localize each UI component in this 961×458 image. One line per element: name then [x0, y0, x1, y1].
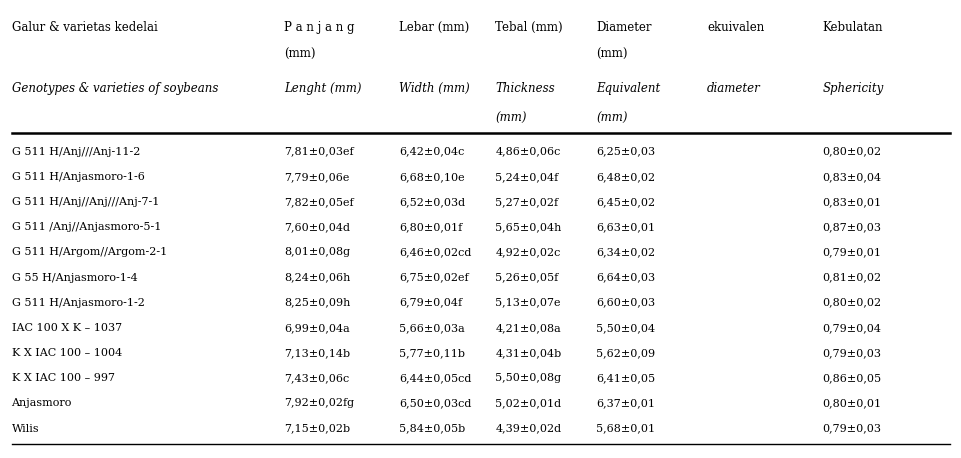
Text: G 511 H/Anj//Anj///Anj-7-1: G 511 H/Anj//Anj///Anj-7-1: [12, 197, 159, 207]
Text: 7,13±0,14b: 7,13±0,14b: [283, 348, 350, 358]
Text: 6,79±0,04f: 6,79±0,04f: [399, 298, 462, 308]
Text: 6,48±0,02: 6,48±0,02: [596, 172, 654, 182]
Text: Width (mm): Width (mm): [399, 82, 470, 95]
Text: Genotypes & varieties of soybeans: Genotypes & varieties of soybeans: [12, 82, 218, 95]
Text: P a n j a n g: P a n j a n g: [283, 21, 354, 33]
Text: Kebulatan: Kebulatan: [822, 21, 882, 33]
Text: 6,63±0,01: 6,63±0,01: [596, 222, 654, 232]
Text: 0,81±0,02: 0,81±0,02: [822, 273, 880, 283]
Text: 5,66±0,03a: 5,66±0,03a: [399, 323, 464, 333]
Text: 5,65±0,04h: 5,65±0,04h: [495, 222, 561, 232]
Text: 6,37±0,01: 6,37±0,01: [596, 398, 654, 409]
Text: (mm): (mm): [596, 48, 628, 61]
Text: 6,34±0,02: 6,34±0,02: [596, 247, 654, 257]
Text: 7,82±0,05ef: 7,82±0,05ef: [283, 197, 353, 207]
Text: 6,52±0,03d: 6,52±0,03d: [399, 197, 465, 207]
Text: 6,99±0,04a: 6,99±0,04a: [283, 323, 349, 333]
Text: 6,75±0,02ef: 6,75±0,02ef: [399, 273, 468, 283]
Text: 8,24±0,06h: 8,24±0,06h: [283, 273, 350, 283]
Text: 6,42±0,04c: 6,42±0,04c: [399, 147, 464, 157]
Text: G 511 H/Anjasmoro-1-2: G 511 H/Anjasmoro-1-2: [12, 298, 144, 308]
Text: K X IAC 100 – 1004: K X IAC 100 – 1004: [12, 348, 122, 358]
Text: Thickness: Thickness: [495, 82, 554, 95]
Text: Lebar (mm): Lebar (mm): [399, 21, 469, 33]
Text: 5,13±0,07e: 5,13±0,07e: [495, 298, 560, 308]
Text: 5,24±0,04f: 5,24±0,04f: [495, 172, 558, 182]
Text: ekuivalen: ekuivalen: [706, 21, 764, 33]
Text: 7,92±0,02fg: 7,92±0,02fg: [283, 398, 354, 409]
Text: K X IAC 100 – 997: K X IAC 100 – 997: [12, 373, 114, 383]
Text: 5,26±0,05f: 5,26±0,05f: [495, 273, 558, 283]
Text: diameter: diameter: [706, 82, 760, 95]
Text: 5,50±0,04: 5,50±0,04: [596, 323, 654, 333]
Text: 7,79±0,06e: 7,79±0,06e: [283, 172, 349, 182]
Text: 6,68±0,10e: 6,68±0,10e: [399, 172, 464, 182]
Text: 6,41±0,05: 6,41±0,05: [596, 373, 654, 383]
Text: 4,86±0,06c: 4,86±0,06c: [495, 147, 560, 157]
Text: 0,83±0,04: 0,83±0,04: [822, 172, 880, 182]
Text: 5,27±0,02f: 5,27±0,02f: [495, 197, 558, 207]
Text: Lenght (mm): Lenght (mm): [283, 82, 361, 95]
Text: 8,01±0,08g: 8,01±0,08g: [283, 247, 350, 257]
Text: G 511 H/Anj///Anj-11-2: G 511 H/Anj///Anj-11-2: [12, 147, 139, 157]
Text: (mm): (mm): [596, 112, 628, 125]
Text: 7,43±0,06c: 7,43±0,06c: [283, 373, 349, 383]
Text: G 511 H/Argom//Argom-2-1: G 511 H/Argom//Argom-2-1: [12, 247, 166, 257]
Text: 0,80±0,02: 0,80±0,02: [822, 298, 880, 308]
Text: G 511 H/Anjasmoro-1-6: G 511 H/Anjasmoro-1-6: [12, 172, 144, 182]
Text: 4,21±0,08a: 4,21±0,08a: [495, 323, 560, 333]
Text: 6,50±0,03cd: 6,50±0,03cd: [399, 398, 471, 409]
Text: Diameter: Diameter: [596, 21, 652, 33]
Text: G 511 /Anj//Anjasmoro-5-1: G 511 /Anj//Anjasmoro-5-1: [12, 222, 160, 232]
Text: 6,80±0,01f: 6,80±0,01f: [399, 222, 462, 232]
Text: 0,79±0,01: 0,79±0,01: [822, 247, 880, 257]
Text: 6,25±0,03: 6,25±0,03: [596, 147, 654, 157]
Text: 0,79±0,04: 0,79±0,04: [822, 323, 880, 333]
Text: 0,83±0,01: 0,83±0,01: [822, 197, 880, 207]
Text: G 55 H/Anjasmoro-1-4: G 55 H/Anjasmoro-1-4: [12, 273, 137, 283]
Text: 5,62±0,09: 5,62±0,09: [596, 348, 654, 358]
Text: 0,79±0,03: 0,79±0,03: [822, 424, 880, 434]
Text: 0,79±0,03: 0,79±0,03: [822, 348, 880, 358]
Text: 4,31±0,04b: 4,31±0,04b: [495, 348, 561, 358]
Text: Galur & varietas kedelai: Galur & varietas kedelai: [12, 21, 158, 33]
Text: Anjasmoro: Anjasmoro: [12, 398, 72, 409]
Text: 0,80±0,01: 0,80±0,01: [822, 398, 880, 409]
Text: IAC 100 X K – 1037: IAC 100 X K – 1037: [12, 323, 121, 333]
Text: 5,84±0,05b: 5,84±0,05b: [399, 424, 465, 434]
Text: Equivalent: Equivalent: [596, 82, 660, 95]
Text: 0,80±0,02: 0,80±0,02: [822, 147, 880, 157]
Text: 6,60±0,03: 6,60±0,03: [596, 298, 654, 308]
Text: 4,39±0,02d: 4,39±0,02d: [495, 424, 561, 434]
Text: 7,81±0,03ef: 7,81±0,03ef: [283, 147, 353, 157]
Text: 6,44±0,05cd: 6,44±0,05cd: [399, 373, 471, 383]
Text: (mm): (mm): [495, 112, 527, 125]
Text: 4,92±0,02c: 4,92±0,02c: [495, 247, 560, 257]
Text: 6,45±0,02: 6,45±0,02: [596, 197, 654, 207]
Text: Tebal (mm): Tebal (mm): [495, 21, 562, 33]
Text: 5,50±0,08g: 5,50±0,08g: [495, 373, 561, 383]
Text: 0,86±0,05: 0,86±0,05: [822, 373, 880, 383]
Text: Sphericity: Sphericity: [822, 82, 883, 95]
Text: 6,64±0,03: 6,64±0,03: [596, 273, 654, 283]
Text: 7,15±0,02b: 7,15±0,02b: [283, 424, 350, 434]
Text: 7,60±0,04d: 7,60±0,04d: [283, 222, 350, 232]
Text: 5,77±0,11b: 5,77±0,11b: [399, 348, 465, 358]
Text: 6,46±0,02cd: 6,46±0,02cd: [399, 247, 471, 257]
Text: 8,25±0,09h: 8,25±0,09h: [283, 298, 350, 308]
Text: 0,87±0,03: 0,87±0,03: [822, 222, 880, 232]
Text: 5,68±0,01: 5,68±0,01: [596, 424, 654, 434]
Text: Wilis: Wilis: [12, 424, 39, 434]
Text: (mm): (mm): [283, 48, 315, 61]
Text: 5,02±0,01d: 5,02±0,01d: [495, 398, 561, 409]
